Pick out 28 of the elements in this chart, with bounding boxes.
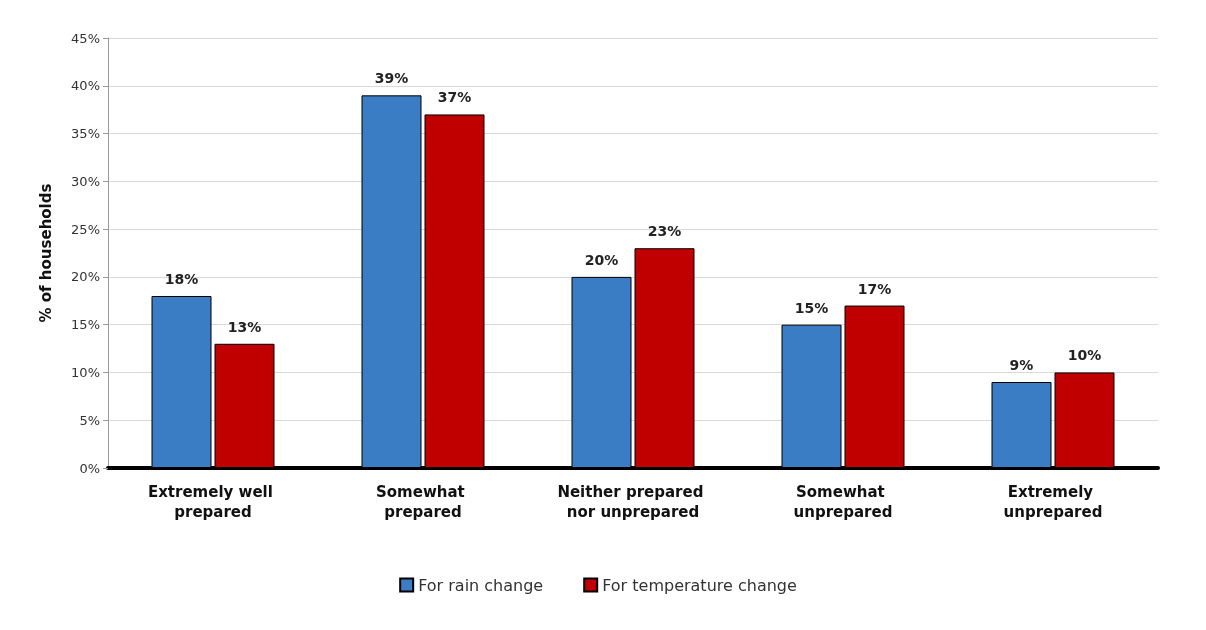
- x-tick-label: Somewhat unprepared: [793, 483, 893, 521]
- y-tick-label: 25%: [71, 221, 100, 237]
- y-tick-label: 40%: [71, 78, 100, 94]
- data-label: 15%: [794, 299, 829, 316]
- legend-label: For rain change: [418, 575, 544, 595]
- x-tick-label: Extremely well prepared: [147, 483, 279, 521]
- legend-label: For temperature change: [602, 575, 797, 595]
- y-axis-title: % of households: [36, 183, 55, 323]
- x-tick-label: Extremely unprepared: [1003, 483, 1103, 521]
- y-tick-label: 15%: [71, 317, 100, 333]
- data-label: 10%: [1067, 347, 1102, 364]
- data-label: 13%: [227, 318, 262, 335]
- data-label: 39%: [374, 70, 409, 87]
- data-label: 17%: [857, 280, 892, 297]
- y-tick-label: 20%: [71, 269, 100, 285]
- y-tick-label: 0%: [79, 460, 100, 476]
- x-tick-label: Neither prepared nor unprepared: [557, 483, 709, 521]
- data-label: 9%: [1009, 357, 1034, 373]
- x-tick-label: Somewhat prepared: [376, 483, 470, 521]
- data-label: 37%: [437, 89, 472, 106]
- data-label: 23%: [647, 223, 682, 240]
- y-tick-label: 5%: [79, 412, 100, 428]
- data-label: 18%: [164, 271, 199, 287]
- y-tick-label: 35%: [71, 126, 100, 142]
- data-label: 20%: [584, 251, 619, 268]
- y-tick-label: 45%: [71, 30, 100, 46]
- y-tick-label: 10%: [71, 364, 100, 380]
- y-tick-label: 30%: [71, 173, 100, 189]
